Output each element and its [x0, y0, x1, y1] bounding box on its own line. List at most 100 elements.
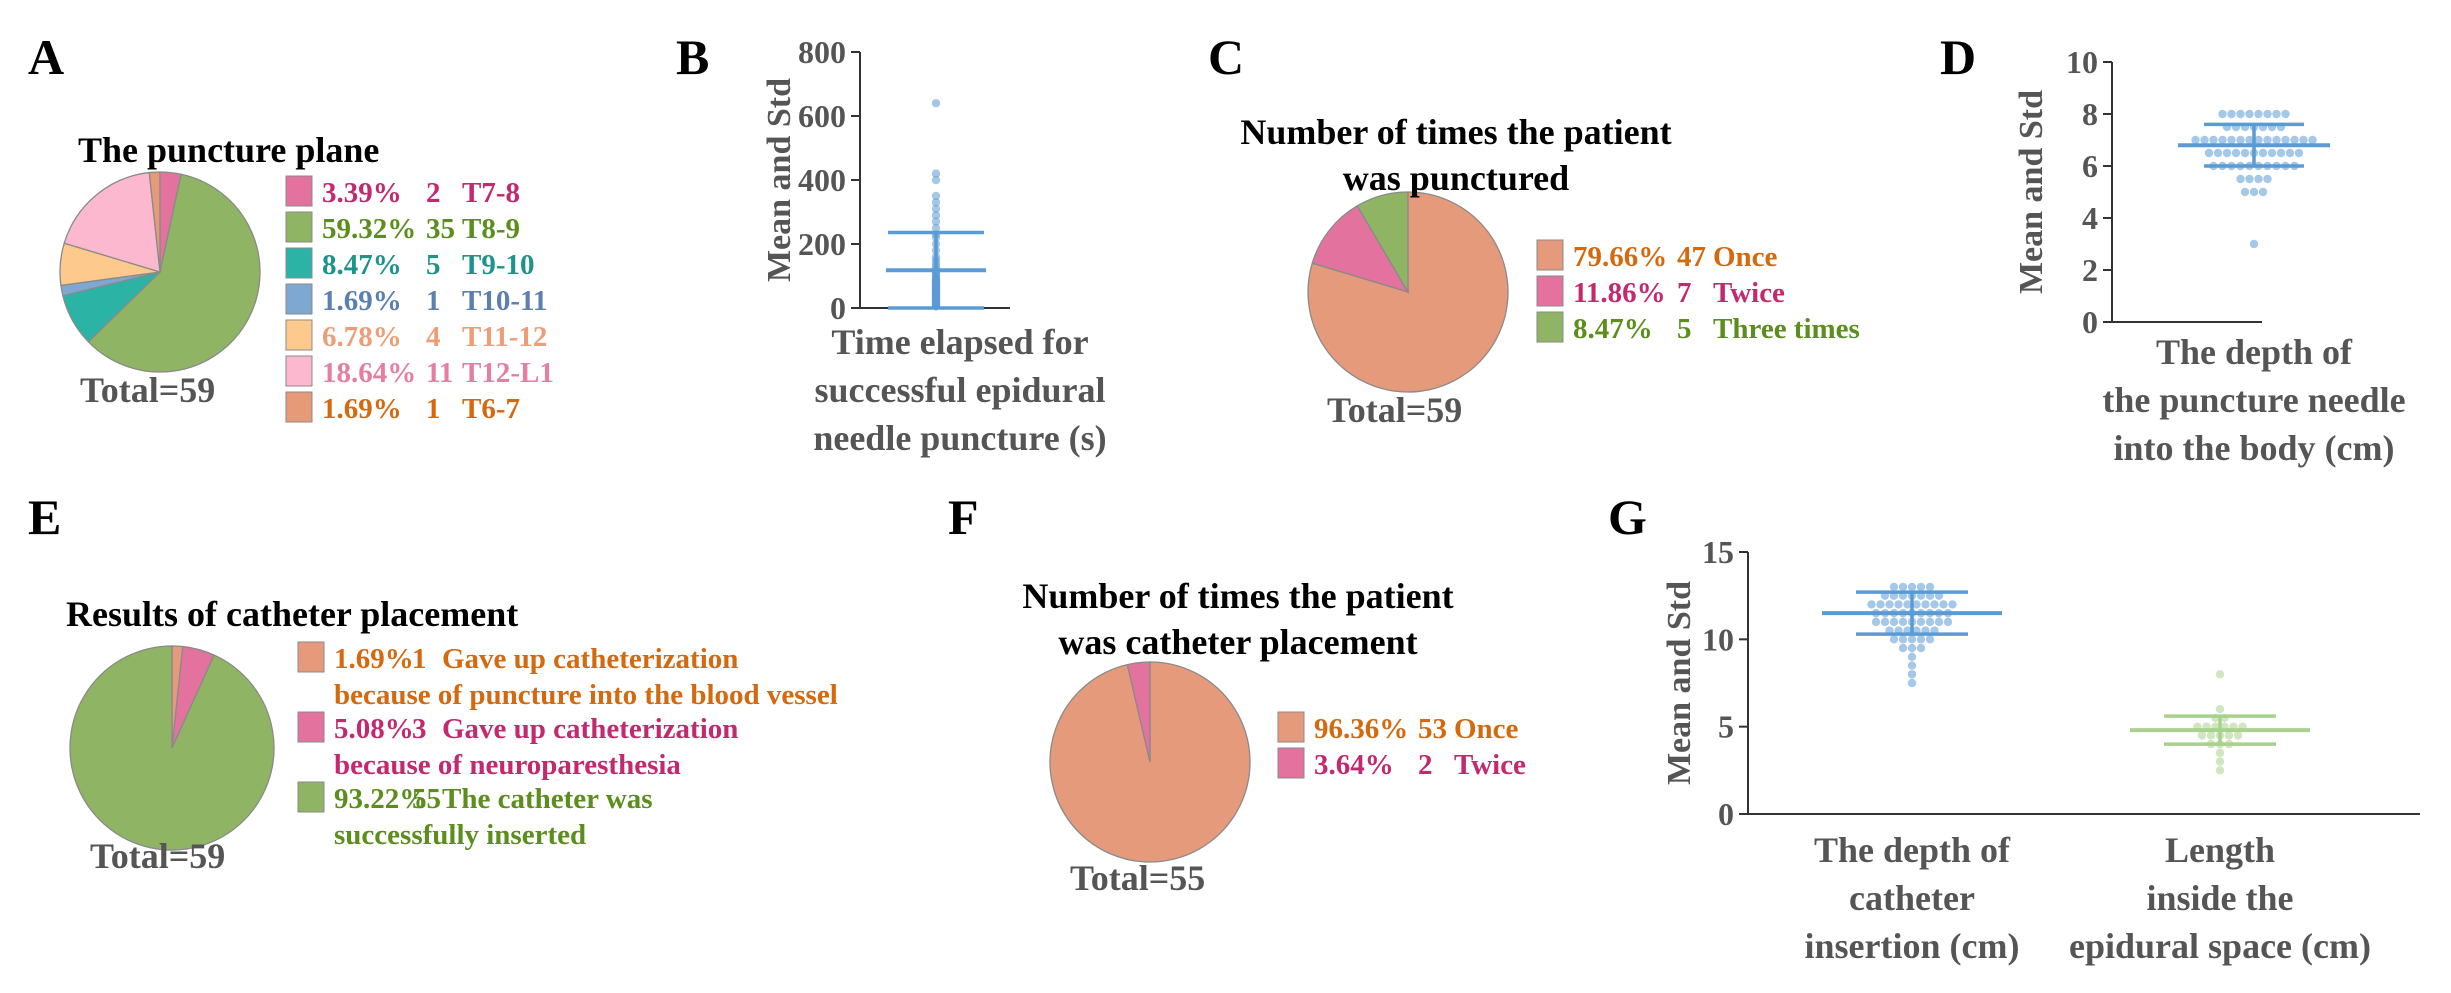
legend-percent: 3.39% — [322, 177, 402, 209]
y-tick-label: 8 — [2082, 96, 2098, 132]
legend-swatch — [1277, 747, 1305, 779]
legend-entry: 1.69% 1 T10-11 — [285, 283, 547, 317]
legend-count: 1 — [412, 643, 427, 675]
legend-swatch — [297, 711, 325, 743]
data-point — [2209, 135, 2218, 145]
data-point — [1907, 670, 1917, 679]
data-point — [2263, 135, 2272, 145]
data-point — [1925, 635, 1935, 644]
pie-title: Number of times the patient — [1022, 576, 1453, 616]
y-tick-label: 10 — [2066, 44, 2098, 80]
data-point — [2258, 148, 2268, 158]
data-point — [2281, 109, 2290, 119]
legend-entry: 93.22%55 The catheter was successfully ins… — [297, 781, 652, 851]
legend-percent: 8.47% — [322, 249, 402, 281]
data-point — [2249, 187, 2259, 197]
pie-title: Number of times the patient — [1240, 112, 1671, 152]
legend-entry: 3.64% 2 Twice — [1277, 747, 1526, 781]
data-point — [1894, 600, 1903, 609]
data-point — [2204, 148, 2214, 158]
panel-letter-c: C — [1208, 29, 1244, 85]
x-axis-label: into the body (cm) — [2114, 428, 2395, 468]
data-point — [2197, 731, 2207, 740]
data-point — [1871, 617, 1881, 627]
data-point — [2206, 731, 2216, 740]
y-tick-label: 15 — [1702, 534, 1734, 570]
series-group — [2178, 109, 2330, 249]
pie-total-label: Total=59 — [1327, 390, 1462, 430]
legend-label: T10-11 — [462, 285, 547, 317]
legend-entry: 18.64% 11 T12-L1 — [285, 355, 554, 389]
data-point — [1939, 600, 1948, 609]
data-point — [2299, 135, 2308, 145]
pie-title: The puncture plane — [78, 130, 379, 170]
legend-percent: 1.69% — [322, 393, 402, 425]
legend-count: 1 — [426, 393, 441, 425]
data-point — [1930, 600, 1939, 609]
data-point — [1880, 617, 1890, 627]
legend-swatch — [285, 355, 313, 387]
data-point — [931, 223, 941, 233]
x-axis-label: needle puncture (s) — [813, 418, 1106, 458]
data-point — [2290, 135, 2299, 145]
x-axis-label: Time elapsed for — [831, 322, 1088, 362]
data-point — [2215, 670, 2225, 679]
legend-swatch — [297, 781, 325, 813]
data-point — [2285, 148, 2295, 158]
data-point — [2227, 135, 2236, 145]
legend-count: 53 — [1418, 713, 1447, 745]
y-tick-label: 200 — [798, 226, 846, 262]
data-point — [2272, 109, 2281, 119]
data-point — [1889, 617, 1899, 627]
legend-swatch — [285, 319, 313, 351]
data-point — [931, 191, 941, 201]
data-point — [2294, 148, 2304, 158]
data-point — [2263, 174, 2272, 184]
legend-label: The catheter was — [442, 783, 652, 815]
data-point — [2254, 109, 2263, 119]
data-point — [2236, 109, 2245, 119]
data-point — [2258, 187, 2268, 197]
series-group — [2130, 670, 2310, 775]
legend-count: 35 — [426, 213, 455, 245]
legend-label: T12-L1 — [462, 357, 554, 389]
legend-percent: 79.66% — [1573, 241, 1667, 273]
x-axis-label: the puncture needle — [2102, 380, 2405, 420]
legend-entry: 3.39% 2 T7-8 — [285, 175, 520, 209]
legend-percent: 96.36% — [1314, 713, 1408, 745]
legend-label: T6-7 — [462, 393, 520, 425]
data-point — [1889, 582, 1899, 592]
legend-percent: 18.64% — [322, 357, 416, 389]
data-point — [931, 211, 941, 220]
legend-count: 2 — [426, 177, 441, 209]
legend-label: T8-9 — [462, 213, 520, 245]
legend-swatch — [285, 175, 313, 207]
legend-percent: 1.69% — [334, 643, 414, 675]
scatter-panel-d: 0 2 4 6 8 10 Mean and Std The depth of the punct… — [2013, 44, 2406, 468]
data-point — [2272, 135, 2281, 145]
legend-percent: 3.64% — [1314, 749, 1394, 781]
data-point — [1912, 600, 1921, 609]
y-tick-label: 2 — [2082, 252, 2098, 288]
legend-entry: 11.86% 7 Twice — [1536, 275, 1785, 309]
data-point — [1903, 600, 1912, 609]
data-point — [2218, 109, 2227, 119]
pie-slice — [1311, 204, 1410, 294]
pie-slice — [148, 171, 161, 273]
legend-count: 47 — [1677, 241, 1706, 273]
legend-label: successfully inserted — [334, 819, 586, 851]
legend-swatch — [285, 391, 313, 423]
data-point — [2213, 148, 2223, 158]
data-point — [2240, 187, 2250, 197]
data-point — [1916, 617, 1926, 627]
legend-swatch — [1536, 275, 1564, 307]
data-point — [2267, 148, 2277, 158]
legend-percent: 8.47% — [1573, 313, 1653, 345]
series-group — [1822, 582, 2002, 688]
pie-title: Results of catheter placement — [66, 594, 518, 634]
data-point — [931, 198, 941, 207]
legend-entry: 6.78% 4 T11-12 — [285, 319, 547, 353]
